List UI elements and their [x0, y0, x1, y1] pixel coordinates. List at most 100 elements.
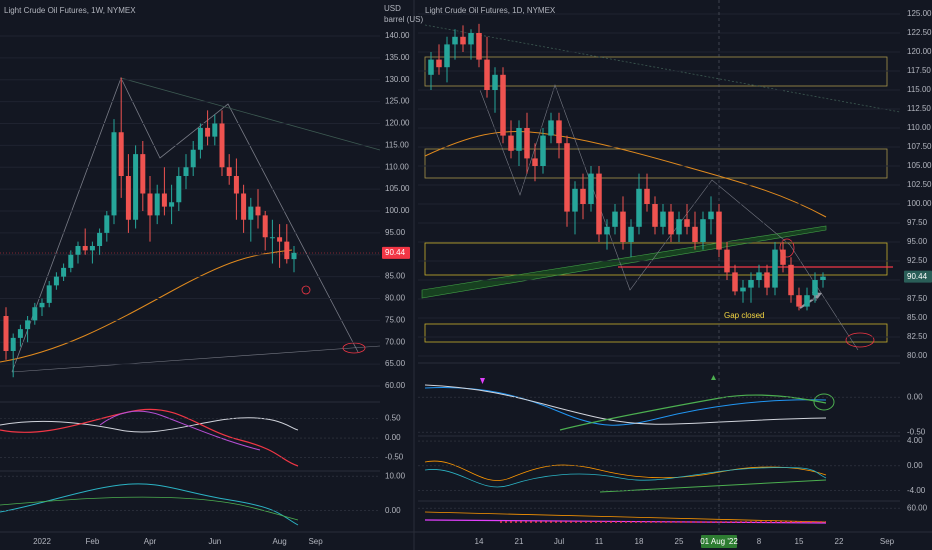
y-tick-label: 80.00 — [907, 351, 928, 360]
candle-body — [104, 215, 110, 233]
x-tick-label: Aug — [272, 537, 286, 546]
candle-body — [620, 211, 626, 242]
zone-box — [424, 323, 888, 343]
candle-body — [262, 215, 268, 238]
panel-tick-label: -4.00 — [907, 486, 926, 495]
candle-body — [564, 143, 570, 212]
candle-body — [628, 226, 634, 242]
candle-body — [596, 173, 602, 235]
indicator-line — [424, 511, 827, 523]
candle-body — [176, 176, 182, 203]
candle-body — [428, 59, 434, 75]
y-tick-label: 115.00 — [385, 140, 409, 149]
candle-body — [3, 316, 9, 351]
x-tick-label: Apr — [144, 537, 157, 546]
candle-body — [161, 193, 167, 207]
target-circle — [342, 342, 366, 354]
candle-body — [716, 211, 722, 250]
y-tick-label: 115.00 — [907, 85, 931, 94]
candle-body — [500, 74, 506, 136]
candle-body — [82, 246, 88, 251]
candle-body — [133, 154, 139, 220]
y-tick-label: 80.00 — [385, 294, 406, 303]
y-tick-label: 130.00 — [385, 75, 410, 84]
candle-body — [154, 193, 160, 216]
indicator-line — [99, 410, 261, 451]
x-tick-label: 25 — [675, 537, 684, 546]
candle-body — [524, 128, 530, 159]
candle-body — [460, 36, 466, 45]
candle-body — [516, 128, 522, 151]
candle-body — [241, 193, 247, 220]
y-tick-label: 95.00 — [385, 228, 406, 237]
indicator-line — [0, 483, 299, 526]
y-tick-label: 120.00 — [907, 47, 932, 56]
candle-body — [708, 211, 714, 220]
candle-body — [724, 249, 730, 273]
candle-body — [226, 167, 232, 176]
harmonic-pattern — [11, 76, 359, 373]
y-tick-label: 135.00 — [385, 53, 410, 62]
candle-body — [644, 188, 650, 204]
candle-body — [740, 287, 746, 292]
y-tick-label: 102.50 — [907, 180, 932, 189]
y-tick-label: 110.00 — [907, 123, 931, 132]
chart-title: Light Crude Oil Futures, 1W, NYMEX — [4, 6, 136, 15]
x-tick-label: 8 — [757, 537, 762, 546]
x-tick-label: Sep — [880, 537, 895, 546]
candle-body — [556, 120, 562, 144]
x-tick-label: Feb — [86, 537, 100, 546]
indicator-line — [0, 417, 299, 433]
candle-body — [572, 188, 578, 212]
candle-body — [636, 188, 642, 227]
candle-body — [97, 232, 103, 246]
candle-body — [197, 127, 203, 150]
candle-body — [10, 337, 16, 351]
y-tick-label: 100.00 — [385, 206, 410, 215]
y-tick-label: 120.00 — [385, 119, 410, 128]
y-tick-label: 60.00 — [385, 381, 406, 390]
x-tick-label: 18 — [635, 537, 644, 546]
candle-body — [255, 206, 261, 216]
x-tick-label: 11 — [595, 537, 604, 546]
target-circle — [845, 332, 875, 348]
trend-line — [11, 345, 381, 373]
indicator-line — [0, 408, 299, 467]
candle-body — [756, 272, 762, 280]
x-tick-label: 22 — [835, 537, 844, 546]
candle-body — [748, 280, 754, 288]
candle-body — [764, 272, 770, 288]
candle-body — [732, 272, 738, 292]
candle-body — [548, 120, 554, 136]
candle-body — [89, 246, 95, 251]
candle-body — [68, 254, 74, 268]
moving-average — [0, 249, 293, 363]
candle-body — [190, 149, 196, 168]
indicator-line — [0, 496, 299, 521]
candle-body — [676, 219, 682, 235]
candle-body — [436, 59, 442, 68]
candle-body — [183, 167, 189, 176]
candle-body — [46, 285, 52, 303]
panel-tick-label: 0.00 — [385, 506, 401, 515]
candle-body — [269, 237, 275, 239]
candle-body — [540, 135, 546, 166]
y-tick-label: 117.50 — [907, 66, 931, 75]
candle-body — [780, 249, 786, 265]
y-tick-label: 95.00 — [907, 237, 928, 246]
y-tick-label: 82.50 — [907, 332, 928, 341]
last-price-label: 90.44 — [385, 248, 406, 257]
candle-body — [532, 158, 538, 166]
indicator-line — [424, 384, 827, 425]
candle-body — [32, 307, 38, 321]
candle-body — [212, 123, 218, 137]
candle-body — [484, 59, 490, 90]
left-drawings — [0, 76, 381, 526]
candle-body — [788, 264, 794, 296]
y-tick-label: 85.00 — [385, 272, 406, 281]
panel-tick-label: -0.50 — [385, 453, 404, 462]
panel-tick-label: -0.50 — [907, 427, 926, 436]
